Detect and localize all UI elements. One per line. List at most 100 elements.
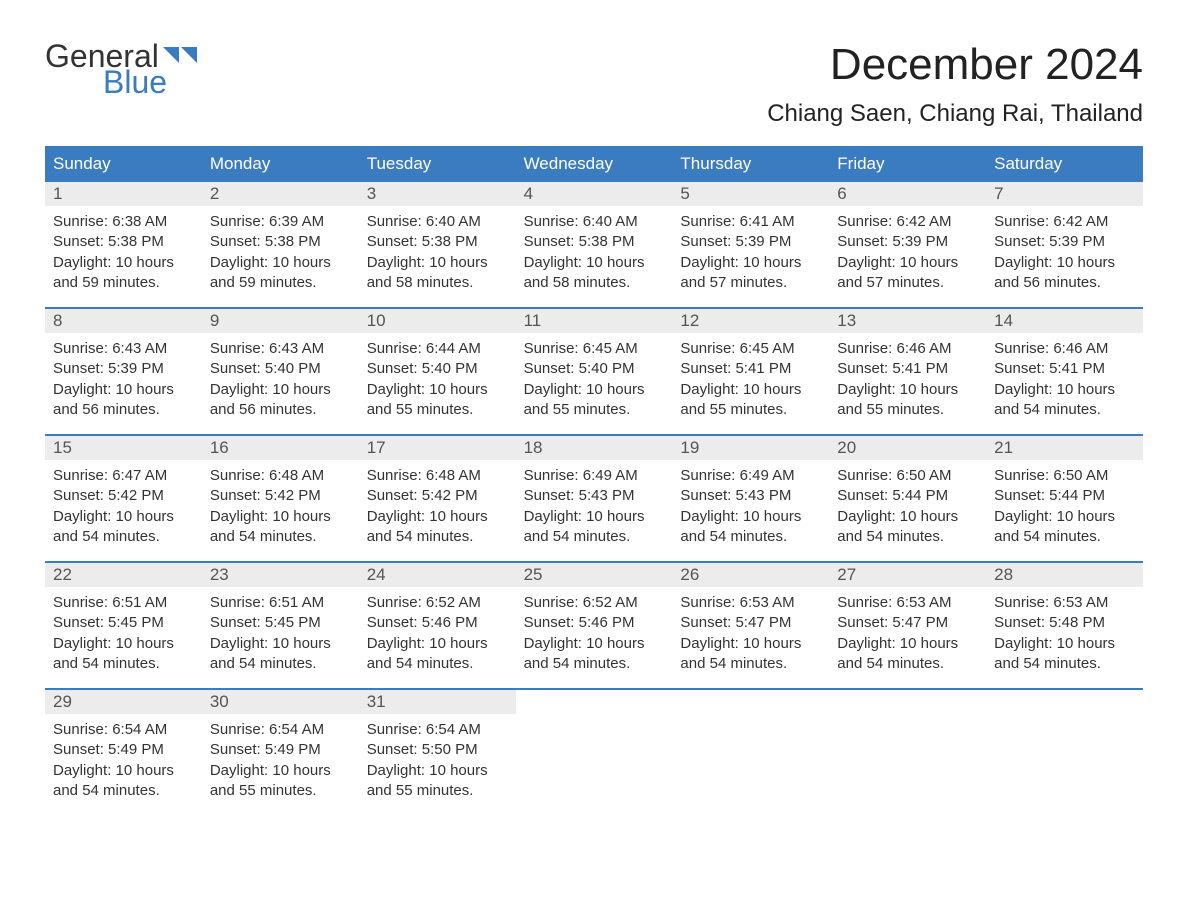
- day-details: Sunrise: 6:46 AMSunset: 5:41 PMDaylight:…: [986, 333, 1143, 420]
- day-details: Sunrise: 6:53 AMSunset: 5:47 PMDaylight:…: [672, 587, 829, 674]
- sunset-line: Sunset: 5:46 PM: [367, 613, 508, 633]
- sunrise-line: Sunrise: 6:52 AM: [367, 593, 508, 613]
- sunrise-line: Sunrise: 6:49 AM: [524, 466, 665, 486]
- day-number: 13: [829, 309, 986, 333]
- sunset-line: Sunset: 5:39 PM: [837, 232, 978, 252]
- daylight-line: Daylight: 10 hours and 54 minutes.: [994, 634, 1135, 675]
- calendar-week-row: 8Sunrise: 6:43 AMSunset: 5:39 PMDaylight…: [45, 307, 1143, 434]
- daylight-line: Daylight: 10 hours and 54 minutes.: [680, 507, 821, 548]
- day-details: Sunrise: 6:46 AMSunset: 5:41 PMDaylight:…: [829, 333, 986, 420]
- sunrise-line: Sunrise: 6:43 AM: [210, 339, 351, 359]
- day-details: Sunrise: 6:53 AMSunset: 5:47 PMDaylight:…: [829, 587, 986, 674]
- calendar-day-cell: 28Sunrise: 6:53 AMSunset: 5:48 PMDayligh…: [986, 563, 1143, 688]
- sunset-line: Sunset: 5:38 PM: [53, 232, 194, 252]
- logo: General Blue: [45, 40, 197, 98]
- sunset-line: Sunset: 5:50 PM: [367, 740, 508, 760]
- daylight-line: Daylight: 10 hours and 59 minutes.: [53, 253, 194, 294]
- calendar-day-cell: 6Sunrise: 6:42 AMSunset: 5:39 PMDaylight…: [829, 182, 986, 307]
- daylight-line: Daylight: 10 hours and 58 minutes.: [367, 253, 508, 294]
- sunset-line: Sunset: 5:49 PM: [53, 740, 194, 760]
- calendar-day-cell: 25Sunrise: 6:52 AMSunset: 5:46 PMDayligh…: [516, 563, 673, 688]
- day-details: Sunrise: 6:49 AMSunset: 5:43 PMDaylight:…: [672, 460, 829, 547]
- sunset-line: Sunset: 5:42 PM: [367, 486, 508, 506]
- daylight-line: Daylight: 10 hours and 54 minutes.: [837, 634, 978, 675]
- calendar-day-cell: 22Sunrise: 6:51 AMSunset: 5:45 PMDayligh…: [45, 563, 202, 688]
- calendar-day-cell: 1Sunrise: 6:38 AMSunset: 5:38 PMDaylight…: [45, 182, 202, 307]
- sunset-line: Sunset: 5:44 PM: [837, 486, 978, 506]
- sunset-line: Sunset: 5:45 PM: [53, 613, 194, 633]
- calendar-day-cell: [986, 690, 1143, 815]
- sunset-line: Sunset: 5:42 PM: [53, 486, 194, 506]
- sunset-line: Sunset: 5:39 PM: [994, 232, 1135, 252]
- day-number: 20: [829, 436, 986, 460]
- sunrise-line: Sunrise: 6:53 AM: [680, 593, 821, 613]
- logo-word2: Blue: [103, 66, 197, 98]
- day-details: Sunrise: 6:40 AMSunset: 5:38 PMDaylight:…: [359, 206, 516, 293]
- sunrise-line: Sunrise: 6:43 AM: [53, 339, 194, 359]
- day-number: 2: [202, 182, 359, 206]
- daylight-line: Daylight: 10 hours and 59 minutes.: [210, 253, 351, 294]
- day-number: 11: [516, 309, 673, 333]
- calendar-day-cell: 27Sunrise: 6:53 AMSunset: 5:47 PMDayligh…: [829, 563, 986, 688]
- day-details: Sunrise: 6:42 AMSunset: 5:39 PMDaylight:…: [829, 206, 986, 293]
- sunrise-line: Sunrise: 6:41 AM: [680, 212, 821, 232]
- day-number: 21: [986, 436, 1143, 460]
- weekday-label: Thursday: [672, 148, 829, 180]
- sunrise-line: Sunrise: 6:44 AM: [367, 339, 508, 359]
- day-details: Sunrise: 6:54 AMSunset: 5:49 PMDaylight:…: [202, 714, 359, 801]
- day-number: 1: [45, 182, 202, 206]
- sunrise-line: Sunrise: 6:50 AM: [994, 466, 1135, 486]
- calendar-week-row: 22Sunrise: 6:51 AMSunset: 5:45 PMDayligh…: [45, 561, 1143, 688]
- sunrise-line: Sunrise: 6:40 AM: [367, 212, 508, 232]
- sunrise-line: Sunrise: 6:45 AM: [524, 339, 665, 359]
- calendar-day-cell: 29Sunrise: 6:54 AMSunset: 5:49 PMDayligh…: [45, 690, 202, 815]
- calendar-day-cell: 20Sunrise: 6:50 AMSunset: 5:44 PMDayligh…: [829, 436, 986, 561]
- day-details: Sunrise: 6:50 AMSunset: 5:44 PMDaylight:…: [986, 460, 1143, 547]
- daylight-line: Daylight: 10 hours and 56 minutes.: [994, 253, 1135, 294]
- day-number: 10: [359, 309, 516, 333]
- day-details: Sunrise: 6:51 AMSunset: 5:45 PMDaylight:…: [202, 587, 359, 674]
- daylight-line: Daylight: 10 hours and 55 minutes.: [837, 380, 978, 421]
- calendar-day-cell: 19Sunrise: 6:49 AMSunset: 5:43 PMDayligh…: [672, 436, 829, 561]
- daylight-line: Daylight: 10 hours and 54 minutes.: [524, 507, 665, 548]
- calendar-day-cell: 26Sunrise: 6:53 AMSunset: 5:47 PMDayligh…: [672, 563, 829, 688]
- sunset-line: Sunset: 5:39 PM: [53, 359, 194, 379]
- calendar-day-cell: 11Sunrise: 6:45 AMSunset: 5:40 PMDayligh…: [516, 309, 673, 434]
- daylight-line: Daylight: 10 hours and 54 minutes.: [994, 380, 1135, 421]
- day-details: Sunrise: 6:54 AMSunset: 5:50 PMDaylight:…: [359, 714, 516, 801]
- calendar-day-cell: 23Sunrise: 6:51 AMSunset: 5:45 PMDayligh…: [202, 563, 359, 688]
- calendar-week-row: 29Sunrise: 6:54 AMSunset: 5:49 PMDayligh…: [45, 688, 1143, 815]
- day-details: Sunrise: 6:51 AMSunset: 5:45 PMDaylight:…: [45, 587, 202, 674]
- sunset-line: Sunset: 5:41 PM: [837, 359, 978, 379]
- calendar-day-cell: 21Sunrise: 6:50 AMSunset: 5:44 PMDayligh…: [986, 436, 1143, 561]
- sunrise-line: Sunrise: 6:48 AM: [367, 466, 508, 486]
- day-details: Sunrise: 6:43 AMSunset: 5:39 PMDaylight:…: [45, 333, 202, 420]
- daylight-line: Daylight: 10 hours and 55 minutes.: [367, 380, 508, 421]
- sunset-line: Sunset: 5:38 PM: [367, 232, 508, 252]
- sunrise-line: Sunrise: 6:54 AM: [367, 720, 508, 740]
- calendar-day-cell: 31Sunrise: 6:54 AMSunset: 5:50 PMDayligh…: [359, 690, 516, 815]
- day-details: Sunrise: 6:52 AMSunset: 5:46 PMDaylight:…: [359, 587, 516, 674]
- weekday-label: Monday: [202, 148, 359, 180]
- daylight-line: Daylight: 10 hours and 54 minutes.: [680, 634, 821, 675]
- day-details: Sunrise: 6:45 AMSunset: 5:40 PMDaylight:…: [516, 333, 673, 420]
- day-details: Sunrise: 6:48 AMSunset: 5:42 PMDaylight:…: [359, 460, 516, 547]
- day-number: 19: [672, 436, 829, 460]
- sunrise-line: Sunrise: 6:51 AM: [53, 593, 194, 613]
- title-block: December 2024 Chiang Saen, Chiang Rai, T…: [767, 40, 1143, 128]
- daylight-line: Daylight: 10 hours and 55 minutes.: [524, 380, 665, 421]
- daylight-line: Daylight: 10 hours and 57 minutes.: [837, 253, 978, 294]
- daylight-line: Daylight: 10 hours and 55 minutes.: [210, 761, 351, 802]
- daylight-line: Daylight: 10 hours and 54 minutes.: [53, 761, 194, 802]
- day-number: 4: [516, 182, 673, 206]
- daylight-line: Daylight: 10 hours and 55 minutes.: [680, 380, 821, 421]
- day-number: 24: [359, 563, 516, 587]
- sunset-line: Sunset: 5:48 PM: [994, 613, 1135, 633]
- calendar-day-cell: 14Sunrise: 6:46 AMSunset: 5:41 PMDayligh…: [986, 309, 1143, 434]
- daylight-line: Daylight: 10 hours and 57 minutes.: [680, 253, 821, 294]
- day-number: 28: [986, 563, 1143, 587]
- sunrise-line: Sunrise: 6:52 AM: [524, 593, 665, 613]
- calendar: SundayMondayTuesdayWednesdayThursdayFrid…: [45, 146, 1143, 815]
- daylight-line: Daylight: 10 hours and 56 minutes.: [210, 380, 351, 421]
- sunset-line: Sunset: 5:46 PM: [524, 613, 665, 633]
